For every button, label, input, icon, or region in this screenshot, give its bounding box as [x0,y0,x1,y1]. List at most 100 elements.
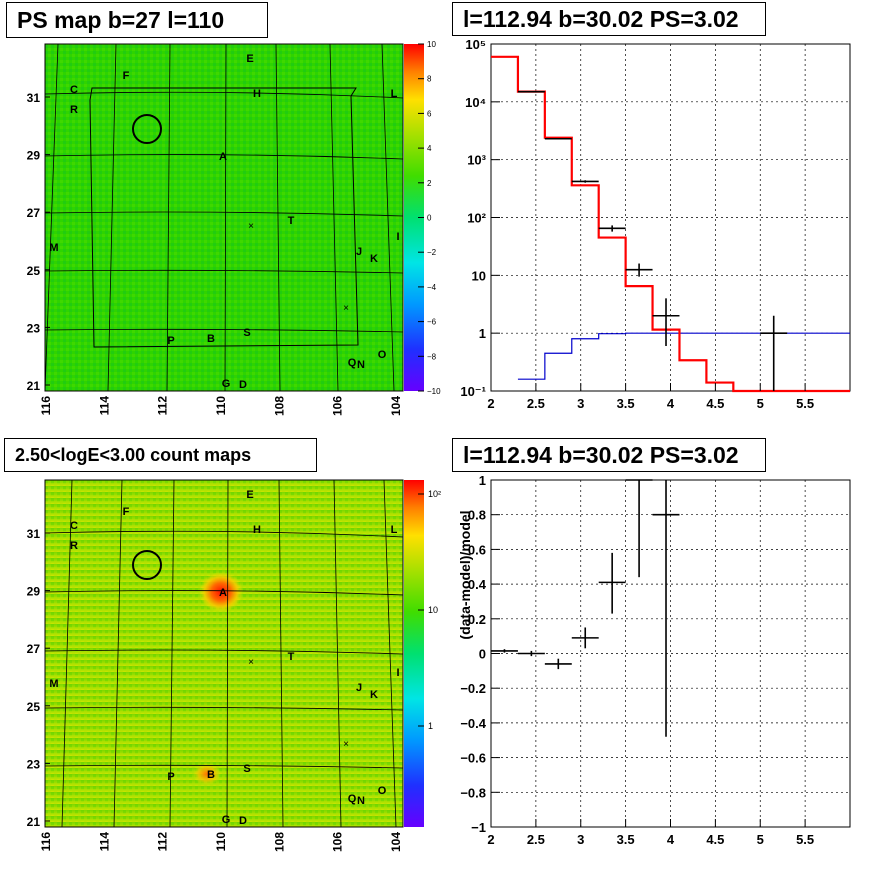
residual-y-tick-label: −0.8 [460,785,486,800]
spectrum-title: l=112.94 b=30.02 PS=3.02 [452,2,766,36]
residual-panel: 2 2.5 3 3.5 4 4.5 5 5.5 −1 −0.8 −0.6 −0.4 −0.2 0 0.2 0… [457,473,851,847]
count-map-l-tick-label: 108 [272,832,286,852]
ps-map-source-label: P [167,335,174,347]
residual-y-tick-label: 0.8 [468,508,486,523]
spectrum-total-model-line [491,55,850,393]
ps-map-source-label: F [123,70,130,82]
count-colorbar-tick-label: 10 [428,605,438,615]
ps-map-source-label: B [207,333,215,345]
count-map-source-cross: × [248,657,254,668]
ps-map-source-label: N [357,359,365,371]
count-map-b-tick-label: 29 [27,585,41,599]
ps-map-b-tick-label: 29 [27,149,41,163]
count-map-b-tick-label: 27 [27,642,41,656]
roi-outline [89,87,359,348]
hotspot-source-a [199,572,243,612]
spectrum-x-tick-label: 2.5 [527,396,545,411]
residual-y-tick-label: 0.4 [468,577,487,592]
residual-plot-area [490,479,851,828]
ps-map-l-tick-label: 106 [331,396,345,416]
ps-map-source-label: R [70,104,78,116]
count-map-l-tick-label: 114 [97,832,111,852]
ps-map-source-label: M [49,242,58,254]
residual-x-tick-label: 4.5 [706,832,724,847]
count-map-image [45,480,403,827]
ps-colorbar-tick-label: 10 [427,40,436,49]
count-map-source-cross: × [343,739,349,750]
spectrum-x-tick-label: 3 [577,396,584,411]
ps-map-source-label: S [243,327,250,339]
residual-y-tick-label: 0 [479,647,486,662]
count-map-b-tick-label: 31 [27,527,41,541]
ps-map-l-tick-label: 116 [39,396,53,416]
ps-colorbar [404,44,424,391]
count-map-l-tick-label: 106 [331,832,345,852]
count-colorbar-tick-label: 1 [428,721,433,731]
ps-map-source-label: H [253,88,261,100]
ps-colorbar-tick-label: 0 [427,214,432,223]
count-map-source-label: O [378,785,387,797]
residual-y-tick-label: 0.6 [468,542,486,557]
count-map-source-label: L [391,524,398,536]
spectrum-y-tick-label: 10⁻¹ [460,384,486,399]
ps-map-source-label: T [288,215,295,227]
ps-colorbar-tick-label: −10 [427,387,441,396]
ps-map-l-tick-label: 104 [389,396,403,416]
residual-x-tick-label: 2.5 [527,832,545,847]
count-map-source-label: P [167,771,174,783]
spectrum-x-tick-label: 2 [487,396,494,411]
ps-map-title: PS map b=27 l=110 [6,2,268,38]
count-map-l-tick-label: 116 [39,832,53,852]
residual-title: l=112.94 b=30.02 PS=3.02 [452,438,766,472]
count-map-source-label: E [246,489,253,501]
count-map-b-tick-label: 23 [27,757,41,771]
count-colorbar [404,480,424,827]
spectrum-x-tick-label: 5 [757,396,764,411]
count-map-source-label: S [243,763,250,775]
count-map-source-label: F [123,506,130,518]
residual-y-tick-label: −0.2 [460,681,486,696]
count-map-source-label: G [222,814,231,826]
ps-map-source-label: C [70,84,78,96]
count-map-source-label: K [370,689,378,701]
ps-map-source-label: I [396,231,399,243]
residual-x-tick-label: 5 [757,832,764,847]
ps-map-source-label: D [239,379,247,391]
ps-map-source-cross: × [248,221,254,232]
residual-x-tick-label: 3 [577,832,584,847]
ps-map-image [45,44,403,391]
count-map-b-tick-label: 25 [27,700,41,714]
ps-map-b-tick-label: 21 [27,379,41,393]
ps-map-l-tick-label: 110 [214,396,228,416]
residual-y-tick-label: 1 [479,473,486,488]
count-map-source-label: Q [348,793,357,805]
count-map-b-tick-label: 21 [27,815,41,829]
ps-map-b-tick-label: 23 [27,321,41,335]
spectrum-background-model-line [517,332,850,380]
ps-colorbar-tick-label: −2 [427,248,437,257]
residual-x-tick-label: 3.5 [617,832,635,847]
count-map-source-label: R [70,540,78,552]
ps-map-source-label: K [370,253,378,265]
count-map-l-tick-label: 112 [156,832,170,852]
ps-source-circle [132,114,162,144]
ps-map-source-label: G [222,378,231,390]
ps-colorbar-tick-label: −4 [427,283,437,292]
residual-x-tick-label: 2 [487,832,494,847]
ps-colorbar-tick-label: 6 [427,109,432,118]
spectrum-y-tick-label: 10⁴ [465,95,486,110]
count-map-l-tick-label: 104 [389,832,403,852]
ps-colorbar-tick-label: −6 [427,318,437,327]
ps-map-b-tick-label: 25 [27,264,41,278]
count-source-circle [132,550,162,580]
count-map-source-label: D [239,815,247,827]
ps-colorbar-tick-label: 2 [427,179,432,188]
count-map-source-label: B [207,769,215,781]
ps-map-source-label: Q [348,357,357,369]
count-map-l-tick-label: 110 [214,832,228,852]
ps-colorbar-tick-label: −8 [427,352,437,361]
ps-map-l-tick-label: 108 [272,396,286,416]
ps-colorbar-tick-label: 4 [427,144,432,153]
count-map-frame [44,479,404,828]
